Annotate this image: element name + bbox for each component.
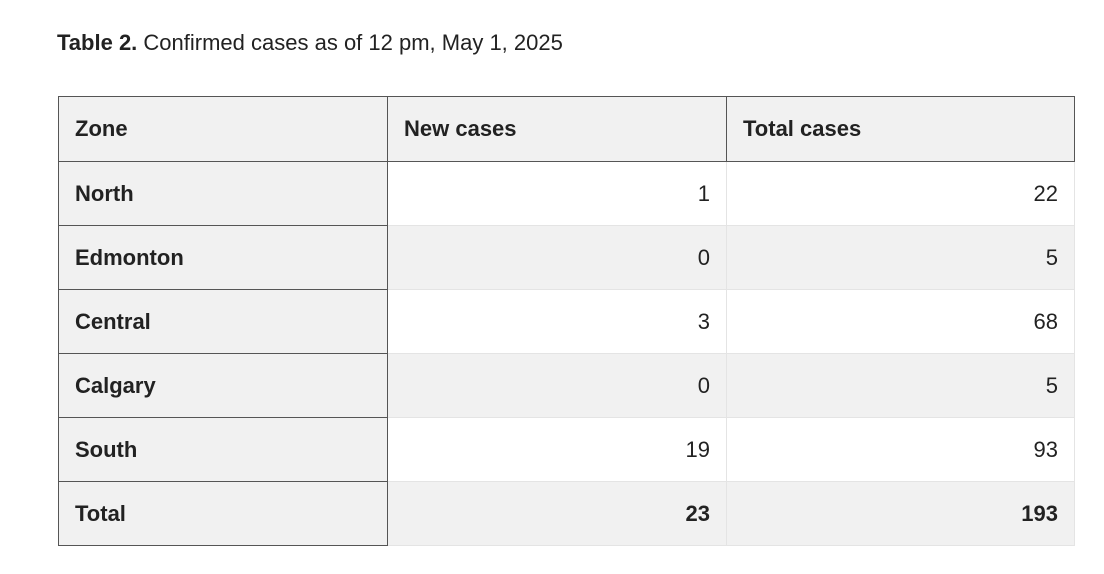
column-header-total-cases: Total cases	[726, 96, 1075, 162]
total-cases-cell: 5	[726, 225, 1075, 290]
new-cases-cell: 1	[387, 161, 727, 226]
new-cases-cell: 0	[387, 353, 727, 418]
table-row: Calgary 0 5	[58, 353, 1075, 418]
table-row: Edmonton 0 5	[58, 225, 1075, 290]
zone-cell: Edmonton	[58, 225, 388, 290]
confirmed-cases-table: Zone New cases Total cases North 1 22 Ed…	[58, 96, 1075, 546]
new-cases-cell: 3	[387, 289, 727, 354]
new-cases-cell: 19	[387, 417, 727, 482]
table-row: North 1 22	[58, 161, 1075, 226]
table-body: North 1 22 Edmonton 0 5 Central 3 68 Cal…	[58, 161, 1075, 546]
zone-cell: North	[58, 161, 388, 226]
total-cases-cell: 68	[726, 289, 1075, 354]
table-row: South 19 93	[58, 417, 1075, 482]
total-cases-cell: 93	[726, 417, 1075, 482]
header-row: Zone New cases Total cases	[58, 96, 1075, 162]
table-row: Central 3 68	[58, 289, 1075, 354]
total-row: Total 23 193	[58, 481, 1075, 546]
total-cases-cell: 22	[726, 161, 1075, 226]
zone-cell: South	[58, 417, 388, 482]
table-caption-label: Table 2.	[57, 30, 138, 55]
total-total-cases-cell: 193	[726, 481, 1075, 546]
new-cases-cell: 0	[387, 225, 727, 290]
table-header: Zone New cases Total cases	[58, 96, 1075, 162]
table-caption: Table 2. Confirmed cases as of 12 pm, Ma…	[57, 28, 563, 58]
total-new-cases-cell: 23	[387, 481, 727, 546]
zone-cell: Calgary	[58, 353, 388, 418]
column-header-zone: Zone	[58, 96, 388, 162]
total-cases-cell: 5	[726, 353, 1075, 418]
column-header-new-cases: New cases	[387, 96, 727, 162]
total-label-cell: Total	[58, 481, 388, 546]
zone-cell: Central	[58, 289, 388, 354]
table-caption-text: Confirmed cases as of 12 pm, May 1, 2025	[143, 30, 563, 55]
